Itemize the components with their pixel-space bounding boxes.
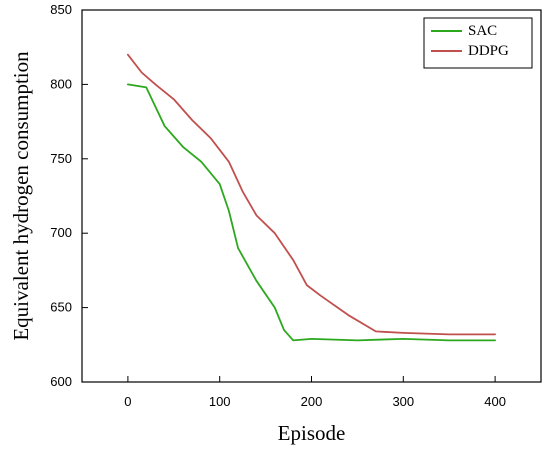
x-tick-label: 400 <box>484 394 506 409</box>
y-tick-label: 700 <box>50 225 72 240</box>
y-axis: 600 650 700 750 800 850 <box>50 2 88 389</box>
legend: SAC DDPG <box>423 17 533 69</box>
y-axis-title: Equivalent hydrogen consumption <box>9 51 33 341</box>
y-tick-label: 600 <box>50 374 72 389</box>
series-group <box>127 53 497 342</box>
y-tick-label: 800 <box>50 76 72 91</box>
legend-label-ddpg: DDPG <box>468 43 509 59</box>
x-axis: 0 100 200 300 400 <box>124 376 506 409</box>
x-tick-label: 300 <box>392 394 414 409</box>
legend-items: SAC DDPG <box>431 23 509 59</box>
series-line-ddpg <box>127 53 497 336</box>
y-tick-label: 650 <box>50 300 72 315</box>
legend-box <box>423 17 533 69</box>
x-axis-title: Episode <box>278 421 346 445</box>
x-tick-label: 200 <box>301 394 323 409</box>
series-line-sac <box>127 83 497 342</box>
legend-label-sac: SAC <box>468 23 497 39</box>
y-tick-label: 750 <box>50 151 72 166</box>
x-tick-label: 0 <box>124 394 131 409</box>
y-tick-label: 850 <box>50 2 72 17</box>
x-tick-label: 100 <box>209 394 231 409</box>
